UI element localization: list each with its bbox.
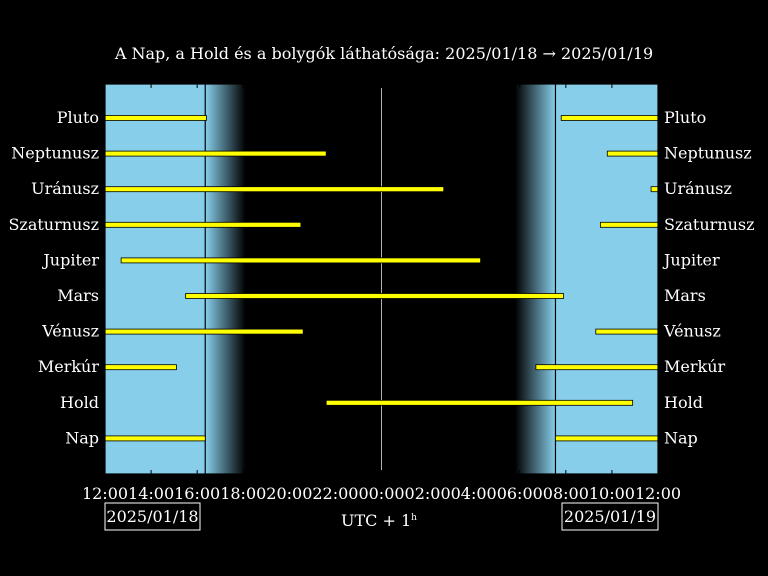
label-left-hold: Hold bbox=[60, 393, 99, 412]
bar-pluto-1 bbox=[560, 115, 659, 121]
bar-jupiter-0 bbox=[120, 257, 481, 264]
x-tick-label: 20:00 bbox=[266, 484, 312, 503]
x-tick-label: 12:00 bbox=[82, 484, 128, 503]
date-left-box bbox=[104, 502, 201, 531]
x-tick-label: 00:00 bbox=[358, 484, 404, 503]
visibility-bars bbox=[104, 115, 659, 442]
body-labels-right: Pluto Neptunusz Uránusz Szaturnusz Jupiter Ma… bbox=[662, 108, 755, 447]
label-right-uranusz: Uránusz bbox=[664, 179, 732, 198]
label-right-jupiter: Jupiter bbox=[662, 250, 720, 269]
date-left-label: 2025/01/18 bbox=[106, 507, 198, 526]
bar-merkur-1 bbox=[535, 364, 659, 371]
label-right-hold: Hold bbox=[664, 393, 703, 412]
label-left-mars: Mars bbox=[57, 286, 99, 305]
bar-uranusz-1 bbox=[650, 186, 659, 193]
label-right-merkur: Merkúr bbox=[664, 357, 726, 376]
label-left-merkur: Merkúr bbox=[38, 357, 100, 376]
x-tick-label: 12:00 bbox=[635, 484, 681, 503]
x-tick-label: 06:00 bbox=[497, 484, 543, 503]
x-axis-label: UTC + 1h bbox=[341, 511, 417, 530]
bar-neptunusz-1 bbox=[606, 150, 659, 157]
bar-neptunusz-0 bbox=[104, 150, 327, 157]
x-tick-label: 22:00 bbox=[312, 484, 358, 503]
x-tick-label: 14:00 bbox=[128, 484, 174, 503]
label-right-szaturnusz: Szaturnusz bbox=[664, 215, 755, 234]
label-left-neptunusz: Neptunusz bbox=[11, 144, 99, 163]
bar-szaturnusz-1 bbox=[599, 221, 659, 228]
label-left-venusz: Vénusz bbox=[41, 322, 99, 341]
label-right-nap: Nap bbox=[664, 428, 698, 447]
bar-venusz-1 bbox=[595, 328, 659, 335]
x-tick-label: 10:00 bbox=[589, 484, 635, 503]
date-right-label: 2025/01/19 bbox=[564, 507, 656, 526]
label-right-mars: Mars bbox=[664, 286, 706, 305]
bar-szaturnusz-0 bbox=[104, 221, 302, 228]
date-right-box bbox=[561, 502, 659, 531]
x-tick-label: 04:00 bbox=[451, 484, 497, 503]
x-tick-label: 02:00 bbox=[405, 484, 451, 503]
bar-pluto-0 bbox=[104, 115, 207, 121]
bar-nap-1 bbox=[555, 435, 659, 442]
label-right-venusz: Vénusz bbox=[663, 322, 721, 341]
label-left-pluto: Pluto bbox=[57, 108, 99, 127]
bar-venusz-0 bbox=[104, 328, 304, 335]
label-left-uranusz: Uránusz bbox=[31, 179, 99, 198]
evening-twilight bbox=[205, 84, 246, 474]
label-left-szaturnusz: Szaturnusz bbox=[8, 215, 99, 234]
x-tick-labels: 12:00 14:00 16:00 18:00 20:00 22:00 00:00 02:00… bbox=[82, 484, 681, 503]
morning-twilight bbox=[515, 84, 556, 474]
bar-nap-0 bbox=[104, 435, 206, 442]
label-left-nap: Nap bbox=[65, 428, 99, 447]
body-labels-left: Pluto Neptunusz Uránusz Szaturnusz Jupiter Ma… bbox=[8, 108, 99, 447]
bar-merkur-0 bbox=[104, 364, 177, 371]
label-left-jupiter: Jupiter bbox=[41, 250, 99, 269]
bar-mars-0 bbox=[185, 293, 564, 299]
label-right-neptunusz: Neptunusz bbox=[664, 144, 752, 163]
plot-gridlines bbox=[204, 84, 557, 474]
day-region-morning bbox=[555, 84, 658, 474]
x-axis-label-sup: h bbox=[411, 513, 417, 523]
bar-hold-0 bbox=[325, 399, 634, 406]
label-right-pluto: Pluto bbox=[664, 108, 706, 127]
plot-frame bbox=[104, 83, 659, 475]
x-tick-label: 16:00 bbox=[174, 484, 220, 503]
bar-uranusz-0 bbox=[104, 186, 445, 193]
chart-title: A Nap, a Hold és a bolygók láthatósága: … bbox=[114, 44, 653, 63]
x-tick-label: 18:00 bbox=[220, 484, 266, 503]
x-axis-label-main: UTC + 1 bbox=[341, 511, 411, 530]
x-tick-label: 08:00 bbox=[543, 484, 589, 503]
day-region-afternoon bbox=[105, 84, 206, 474]
